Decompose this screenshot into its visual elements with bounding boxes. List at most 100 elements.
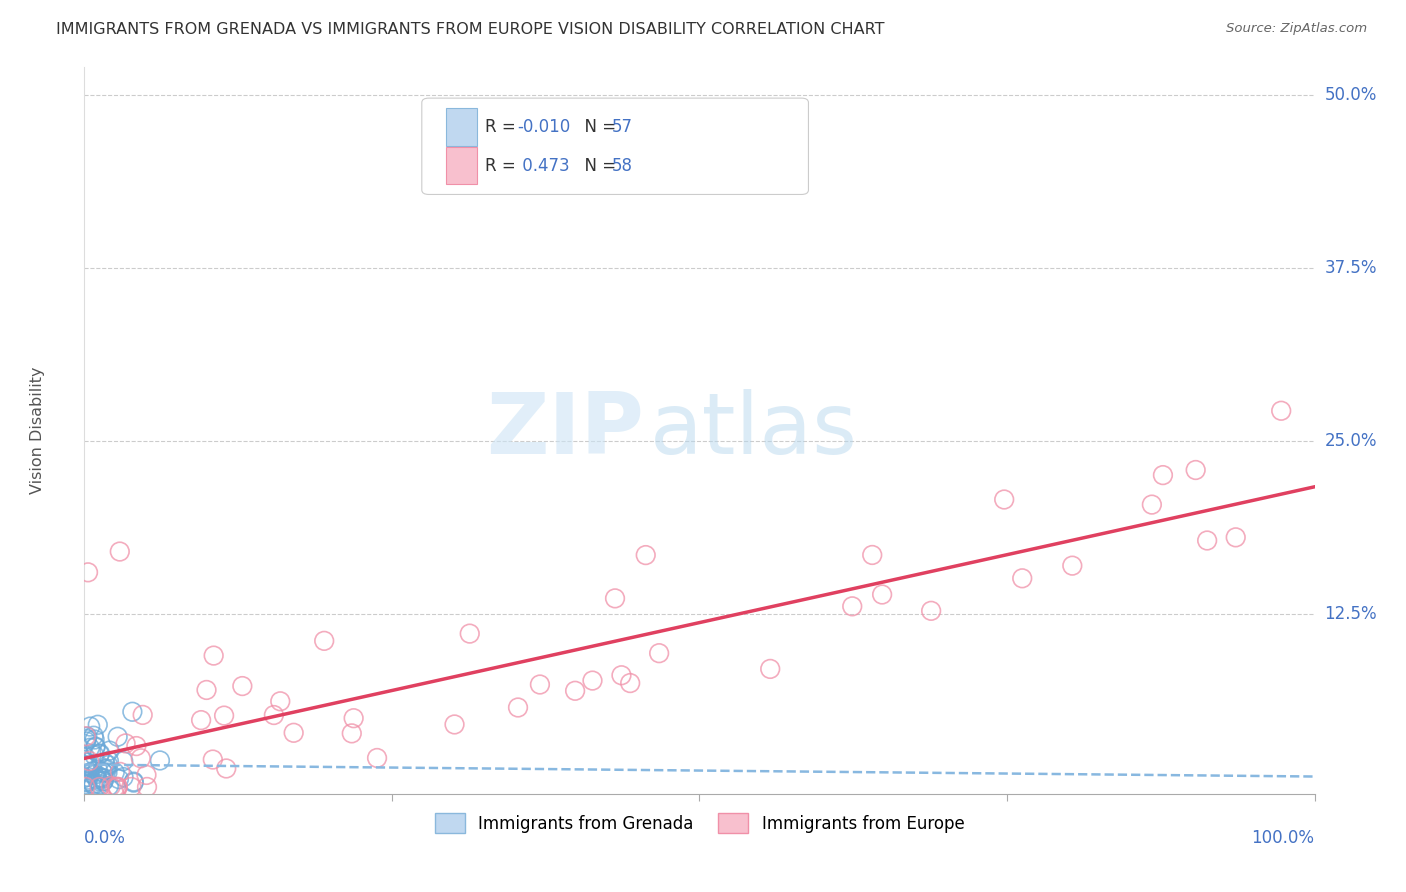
Point	[202, 648, 225, 663]
Legend: Immigrants from Grenada, Immigrants from Europe: Immigrants from Grenada, Immigrants from…	[427, 806, 972, 840]
Point	[82, 764, 104, 778]
Point	[269, 694, 291, 708]
Point	[231, 679, 253, 693]
Point	[89, 747, 111, 762]
Point	[870, 587, 893, 601]
Point	[73, 759, 96, 773]
Point	[94, 762, 117, 776]
Point	[91, 764, 114, 779]
Text: R =: R =	[485, 156, 522, 175]
Point	[314, 633, 336, 648]
Point	[841, 599, 863, 614]
Point	[1011, 571, 1033, 585]
Point	[79, 740, 101, 755]
Point	[195, 682, 218, 697]
Text: 37.5%: 37.5%	[1324, 259, 1376, 277]
Point	[91, 765, 114, 780]
Point	[94, 756, 117, 770]
Text: N =: N =	[574, 156, 621, 175]
Point	[96, 765, 118, 780]
Point	[112, 754, 135, 768]
Text: 57: 57	[612, 118, 633, 136]
Text: 100.0%: 100.0%	[1251, 829, 1315, 847]
Text: 0.0%: 0.0%	[84, 829, 127, 847]
Point	[343, 711, 366, 725]
Point	[76, 756, 98, 770]
Point	[77, 772, 100, 787]
Point	[104, 765, 127, 780]
Text: IMMIGRANTS FROM GRENADA VS IMMIGRANTS FROM EUROPE VISION DISABILITY CORRELATION : IMMIGRANTS FROM GRENADA VS IMMIGRANTS FR…	[56, 22, 884, 37]
Point	[129, 751, 152, 765]
Point	[75, 729, 97, 743]
Point	[93, 762, 115, 776]
Point	[83, 768, 105, 782]
Point	[89, 771, 111, 785]
Point	[648, 646, 671, 660]
Text: ZIP: ZIP	[486, 389, 644, 472]
Point	[443, 717, 465, 731]
Point	[105, 780, 128, 794]
Point	[1197, 533, 1219, 548]
Point	[97, 758, 120, 772]
Point	[93, 772, 115, 786]
Point	[79, 720, 101, 734]
Point	[506, 700, 529, 714]
Point	[76, 758, 98, 772]
Point	[77, 759, 100, 773]
Text: -0.010: -0.010	[517, 118, 571, 136]
Point	[89, 747, 111, 761]
Point	[87, 763, 110, 777]
Point	[75, 734, 97, 748]
Point	[82, 777, 104, 791]
Point	[87, 718, 110, 732]
Point	[1225, 530, 1247, 544]
Point	[86, 772, 108, 786]
Point	[564, 683, 586, 698]
Point	[84, 739, 107, 754]
Point	[83, 729, 105, 743]
Point	[107, 780, 129, 794]
Point	[920, 604, 942, 618]
Point	[1270, 403, 1292, 417]
Point	[610, 668, 633, 682]
Point	[1140, 498, 1163, 512]
Point	[136, 780, 159, 794]
Point	[75, 775, 97, 789]
Point	[263, 708, 285, 723]
Point	[993, 492, 1015, 507]
Point	[76, 730, 98, 744]
Point	[75, 778, 97, 792]
Point	[97, 779, 120, 793]
Point	[104, 780, 127, 794]
Point	[581, 673, 603, 688]
Point	[215, 762, 238, 776]
Point	[93, 773, 115, 788]
Text: R =: R =	[485, 118, 522, 136]
Text: atlas: atlas	[651, 389, 858, 472]
Point	[89, 777, 111, 791]
Text: 25.0%: 25.0%	[1324, 432, 1376, 450]
Point	[634, 548, 657, 562]
Point	[108, 772, 131, 786]
Point	[97, 754, 120, 768]
Point	[121, 705, 143, 719]
Point	[76, 770, 98, 784]
Point	[89, 780, 111, 794]
Point	[603, 591, 626, 606]
Point	[122, 774, 145, 789]
Text: Vision Disability: Vision Disability	[30, 367, 45, 494]
Point	[112, 770, 135, 784]
Point	[93, 774, 115, 789]
Text: N =: N =	[574, 118, 621, 136]
Point	[98, 743, 121, 757]
Point	[100, 779, 122, 793]
Point	[759, 662, 782, 676]
Point	[114, 736, 136, 750]
Point	[75, 780, 97, 794]
Point	[79, 754, 101, 768]
Point	[83, 748, 105, 763]
Point	[77, 566, 100, 580]
Point	[73, 771, 96, 785]
Point	[860, 548, 883, 562]
Point	[84, 740, 107, 755]
